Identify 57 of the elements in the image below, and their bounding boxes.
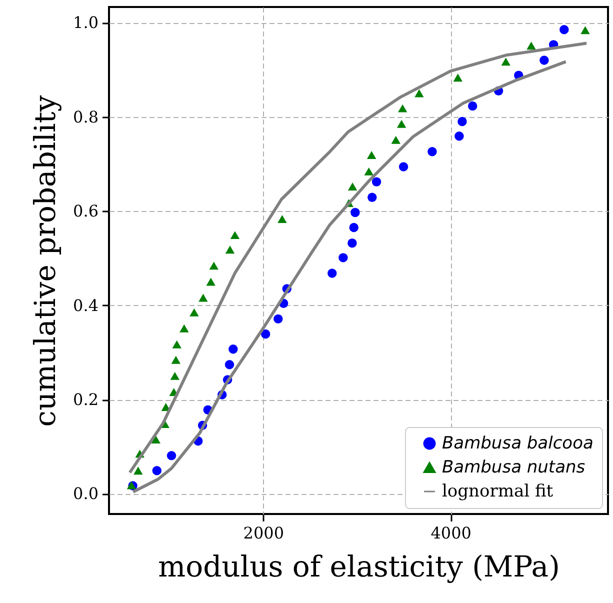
point <box>171 356 181 364</box>
point <box>328 268 337 278</box>
point <box>428 147 437 156</box>
point <box>391 136 400 144</box>
point <box>225 246 235 254</box>
point <box>274 314 283 324</box>
point <box>414 89 424 98</box>
point <box>366 150 376 159</box>
point <box>501 58 510 66</box>
y-axis-title: cumulative probability <box>28 94 62 427</box>
x-tick-label: 4000 <box>430 524 472 542</box>
point <box>190 308 199 316</box>
point <box>350 208 360 218</box>
y-tick-label: 0.6 <box>73 202 98 221</box>
point <box>224 360 234 370</box>
point <box>540 56 549 65</box>
point <box>209 262 218 270</box>
y-tick-label: 0.4 <box>73 296 98 315</box>
point <box>372 177 382 186</box>
point <box>364 167 374 176</box>
point <box>453 74 462 82</box>
point <box>152 466 162 476</box>
legend-label: Bambusa balcooa <box>442 434 594 454</box>
point <box>454 132 464 141</box>
point <box>398 162 408 172</box>
point <box>338 253 348 262</box>
point <box>134 466 143 475</box>
point <box>348 182 358 191</box>
point <box>172 340 182 348</box>
point <box>198 294 208 302</box>
point <box>526 42 536 50</box>
point <box>468 101 478 111</box>
point <box>260 329 270 339</box>
x-axis-title: modulus of elasticity (MPa) <box>158 550 560 584</box>
point <box>560 25 569 34</box>
y-tick-label: 1.0 <box>73 13 98 32</box>
point <box>580 26 590 34</box>
y-tick-label: 0.8 <box>73 107 98 126</box>
point <box>206 278 216 286</box>
point <box>151 436 160 444</box>
point <box>368 192 377 202</box>
y-tick-label: 0.2 <box>73 390 98 409</box>
point <box>349 222 358 232</box>
point <box>398 104 408 112</box>
point <box>228 344 238 354</box>
point <box>396 120 406 128</box>
point <box>230 231 240 240</box>
legend-label: lognormal fit <box>442 482 554 502</box>
x-tick-label: 2000 <box>243 524 284 542</box>
point <box>180 324 189 332</box>
point <box>458 116 467 126</box>
point <box>170 372 180 380</box>
point <box>348 238 357 248</box>
point <box>166 450 176 460</box>
point <box>278 215 287 224</box>
y-tick-label: 0.0 <box>73 484 98 504</box>
legend-label: Bambusa nutans <box>442 458 586 478</box>
